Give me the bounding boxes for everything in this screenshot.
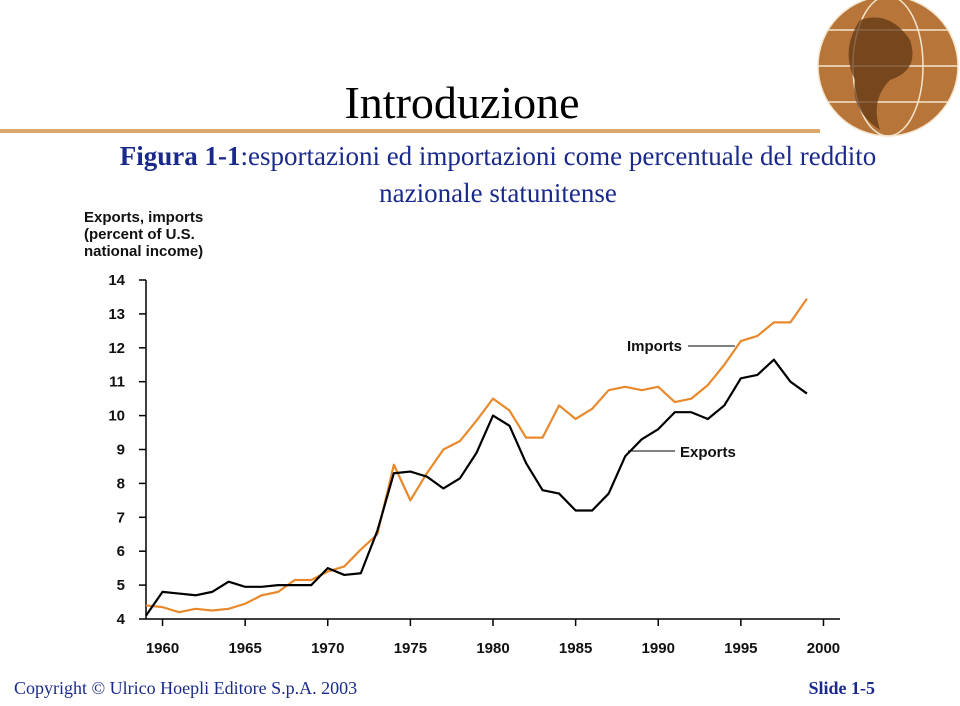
y-tick-label: 13 [108, 306, 125, 323]
y-tick-label: 11 [109, 374, 125, 391]
y-tick-label: 6 [117, 543, 125, 560]
slide-title: Introduzione [344, 77, 579, 128]
y-axis-label: (percent of U.S. [84, 226, 195, 243]
y-tick-label: 5 [117, 577, 125, 594]
x-tick-label: 2000 [807, 640, 840, 657]
x-tick-label: 1965 [228, 640, 261, 657]
x-tick-label: 1980 [476, 640, 509, 657]
x-tick-label: 1990 [642, 640, 675, 657]
y-tick-label: 4 [117, 611, 126, 628]
y-tick-label: 7 [117, 509, 125, 526]
figure-caption: Figura 1-1:esportazioni ed importazioni … [120, 141, 877, 171]
legend-label: Exports [680, 444, 736, 461]
y-tick-label: 12 [108, 340, 125, 357]
x-tick-label: 1985 [559, 640, 592, 657]
caption-text: :esportazioni ed importazioni come perce… [240, 141, 876, 171]
y-tick-label: 14 [108, 272, 125, 289]
figure-label: Figura 1-1 [120, 141, 241, 171]
y-tick-label: 8 [117, 475, 125, 492]
copyright: Copyright © Ulrico Hoepli Editore S.p.A.… [14, 678, 357, 698]
series-line [145, 358, 808, 617]
x-tick-label: 1995 [724, 640, 757, 657]
legend-label: Imports [627, 338, 682, 355]
slide-number: Slide 1-5 [808, 678, 875, 698]
y-tick-label: 9 [117, 442, 125, 459]
y-axis-label: Exports, imports [84, 209, 203, 226]
chart: Exports, imports(percent of U.S.national… [84, 209, 840, 657]
x-tick-label: 1975 [394, 640, 427, 657]
x-tick-label: 1970 [311, 640, 344, 657]
globe-icon [817, 0, 959, 137]
caption-text: nazionale statunitense [379, 178, 617, 208]
x-tick-label: 1960 [146, 640, 179, 657]
y-tick-label: 10 [108, 408, 125, 425]
series-line [145, 298, 808, 614]
y-axis-label: national income) [84, 243, 203, 260]
